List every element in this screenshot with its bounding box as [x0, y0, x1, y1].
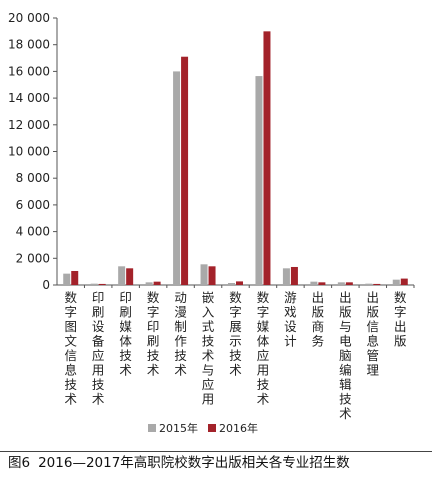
bar-2015-3	[145, 282, 153, 285]
figure-number: 图6	[8, 455, 31, 471]
bar-2016-7	[263, 31, 271, 285]
bar-2016-6	[236, 281, 243, 285]
y-tick-label: 0	[42, 278, 50, 292]
y-tick-label: 4 000	[16, 225, 50, 239]
bar-2016-5	[208, 266, 216, 285]
bar-2015-11	[365, 283, 373, 285]
legend-swatch-2015	[148, 424, 156, 432]
y-tick-label: 14 000	[8, 91, 50, 105]
category-label: 数字媒体应用技术	[257, 290, 270, 407]
y-tick-label: 20 000	[8, 11, 50, 25]
bar-2015-5	[200, 264, 208, 285]
category-label: 数字印刷技术	[147, 290, 160, 378]
bar-2016-1	[98, 283, 106, 285]
category-label: 数字出版	[394, 290, 407, 349]
bar-2016-3	[153, 281, 161, 285]
bar-2016-0	[71, 270, 79, 285]
category-label: 印刷设备应用技术	[92, 290, 105, 407]
bar-2015-8	[282, 268, 290, 285]
y-tick-label: 18 000	[8, 38, 50, 52]
caption-text: 2016—2017年高职院校数字出版相关各专业招生数	[38, 455, 350, 471]
bar-2015-12	[392, 279, 400, 285]
legend-swatch-2016	[208, 424, 216, 432]
bar-2015-7	[255, 76, 263, 285]
y-tick-label: 16 000	[8, 64, 50, 78]
category-label: 游戏设计	[284, 290, 297, 349]
category-label: 出版信息管理	[367, 290, 380, 378]
bar-2015-10	[337, 282, 345, 285]
legend-label-2015: 2015年	[159, 421, 198, 435]
category-label: 出版与电脑编辑技术	[339, 290, 352, 421]
bar-2015-1	[90, 283, 98, 285]
bar-2016-10	[345, 282, 353, 285]
y-tick-label: 6 000	[16, 198, 50, 212]
category-label: 动漫制作技术	[174, 290, 187, 378]
bar-2015-0	[63, 273, 71, 285]
bar-2016-4	[181, 56, 189, 286]
y-tick-label: 12 000	[8, 118, 50, 132]
category-label: 数字图文信息技术	[64, 290, 77, 407]
category-label: 数字展示技术	[229, 290, 242, 378]
category-label: 嵌入式技术与应用	[202, 290, 215, 407]
bar-2016-12	[400, 278, 408, 285]
y-tick-label: 8 000	[16, 171, 50, 185]
bar-chart: 0 2 000 4 000 6 000 8 000 10 000 12 000 14 000 1…	[8, 11, 415, 435]
bar-2016-8	[290, 266, 298, 285]
bar-2015-6	[228, 282, 235, 285]
bar-2015-9	[310, 281, 318, 285]
y-tick-label: 10 000	[8, 145, 50, 159]
bar-2016-9	[318, 282, 326, 285]
bar-2015-2	[118, 266, 126, 285]
figure-caption: 图6 2016—2017年高职院校数字出版相关各专业招生数	[0, 451, 432, 473]
category-label: 出版商务	[312, 290, 325, 349]
bar-2015-4	[173, 71, 181, 286]
bar-2016-11	[373, 283, 381, 285]
legend-label-2016: 2016年	[219, 421, 258, 435]
bar-2016-2	[126, 268, 134, 285]
category-label: 印刷媒体技术	[119, 290, 132, 378]
y-tick-label: 2 000	[16, 251, 50, 265]
